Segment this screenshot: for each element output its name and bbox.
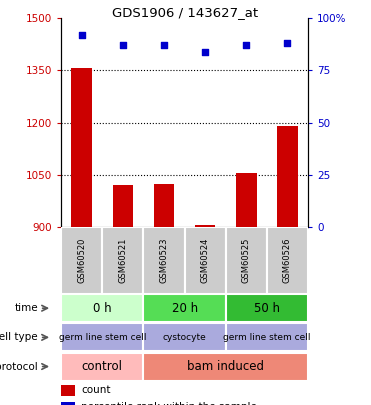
Text: cystocyte: cystocyte [163,333,206,342]
Bar [61,227,102,294]
Text: GSM60526: GSM60526 [283,237,292,283]
Bar [61,294,144,322]
Text: time: time [14,303,38,313]
Bar [72,68,92,227]
Point [243,42,249,49]
Bar [144,352,308,381]
Text: count: count [81,385,111,395]
Bar [61,352,144,381]
Text: 20 h: 20 h [171,302,198,315]
Text: GSM60520: GSM60520 [77,237,86,283]
Bar [144,227,185,294]
Text: control: control [82,360,123,373]
Text: GSM60525: GSM60525 [242,237,251,283]
Bar [61,385,75,396]
Text: germ line stem cell: germ line stem cell [223,333,311,342]
Text: protocol: protocol [0,362,38,371]
Text: 0 h: 0 h [93,302,112,315]
Text: cell type: cell type [0,333,38,342]
Text: GDS1906 / 143627_at: GDS1906 / 143627_at [112,6,259,19]
Bar [144,323,226,352]
Point [285,40,290,47]
Bar [154,184,174,227]
Text: GSM60523: GSM60523 [160,237,168,283]
Bar [144,294,226,322]
Bar [267,227,308,294]
Point [79,32,85,38]
Bar [102,227,144,294]
Bar [195,225,216,227]
Point [202,48,208,55]
Text: germ line stem cell: germ line stem cell [59,333,146,342]
Bar [61,323,144,352]
Bar [61,402,75,405]
Text: bam induced: bam induced [187,360,264,373]
Text: GSM60524: GSM60524 [201,237,210,283]
Bar [185,227,226,294]
Bar [226,294,308,322]
Bar [277,126,298,227]
Bar [226,323,308,352]
Point [161,42,167,49]
Text: 50 h: 50 h [254,302,280,315]
Point [120,42,126,49]
Bar [113,185,133,227]
Text: percentile rank within the sample: percentile rank within the sample [81,402,257,405]
Text: GSM60521: GSM60521 [118,237,127,283]
Bar [236,173,256,227]
Bar [226,227,267,294]
